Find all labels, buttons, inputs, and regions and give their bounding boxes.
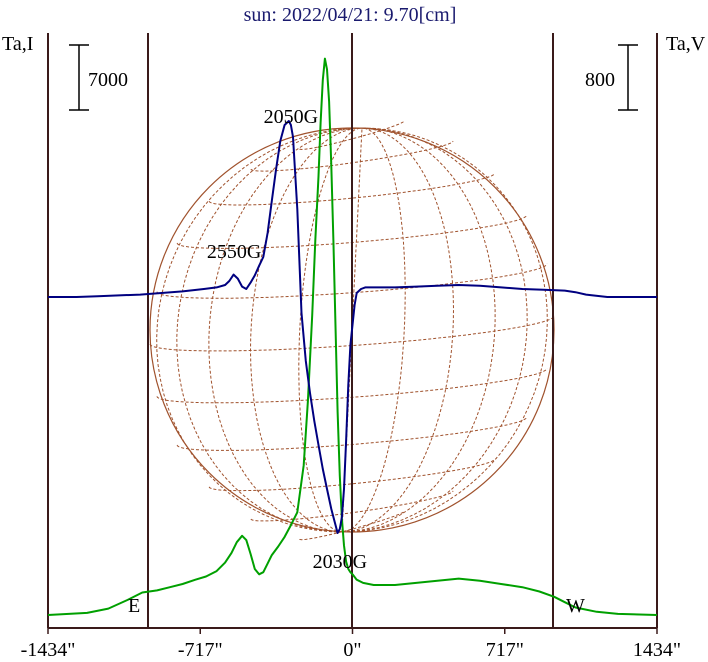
x-tick-label: 1434" [633,639,681,661]
annotation-label: 2050G [264,106,318,128]
disk-parallel [299,510,405,541]
chart-title: sun: 2022/04/21: 9.70[cm] [244,4,457,26]
disk-parallel [208,173,496,206]
disk-meridian [298,127,363,533]
limb-marker-east: E [128,595,140,617]
limb-marker-west: W [566,595,585,617]
disk-meridian [156,127,363,533]
left-scale-bar [69,44,89,111]
series-line-ta-v [48,120,657,534]
series-line-ta-i [47,57,658,616]
annotation-label: 2030G [313,551,367,573]
right-axis-label: Ta,V [666,33,706,55]
x-tick-label: 0" [343,639,361,661]
x-tick-group: -1434" -717" 0" 717" 1434" [21,628,681,661]
disk-meridian [208,127,363,533]
left-axis-label: Ta,I [2,33,33,55]
x-tick-label: -1434" [21,639,76,661]
annotation-group: 2050G 2550G 2030G [207,106,367,573]
disk-meridian [341,127,406,533]
left-scale-label: 7000 [88,69,128,91]
disk-meridian [341,127,528,533]
disk-meridian [249,127,363,533]
disk-meridian [341,127,548,533]
series-group [47,57,658,616]
plot-frame [47,33,658,629]
disk-meridian [176,127,363,533]
right-scale-label: 800 [585,69,615,91]
x-tick-label: -717" [178,639,223,661]
right-scale-bar [618,44,638,111]
annotation-label: 2550G [207,241,261,263]
disk-meridian [341,127,496,533]
disk-parallel [299,120,405,151]
disk-meridian [341,127,455,533]
x-tick-label: 717" [486,639,524,661]
